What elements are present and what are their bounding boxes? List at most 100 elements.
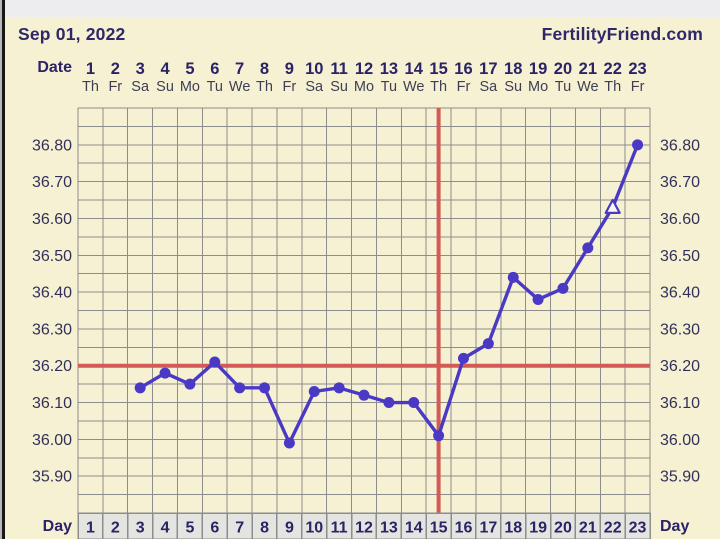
day-cell-number[interactable]: 6: [210, 520, 219, 537]
day-cell[interactable]: [325, 512, 353, 539]
data-point[interactable]: [482, 338, 494, 350]
data-point[interactable]: [209, 356, 221, 368]
day-cell[interactable]: [500, 512, 527, 539]
weekday-label: Mo: [354, 79, 374, 95]
day-cell-number[interactable]: 4: [161, 520, 170, 537]
data-point[interactable]: [358, 389, 370, 401]
day-cell-number[interactable]: 12: [355, 520, 373, 537]
brand-link[interactable]: FertilityFriend.com: [541, 24, 703, 44]
date-number: 14: [405, 60, 424, 78]
data-point[interactable]: [308, 386, 320, 397]
day-cell-number[interactable]: 3: [136, 520, 145, 537]
open-triangle-marker[interactable]: [604, 198, 621, 215]
y-axis-label-right: 36.40: [660, 285, 700, 302]
weekday-label: Th: [256, 79, 273, 95]
day-cell-number[interactable]: 7: [235, 520, 244, 537]
day-cell-number[interactable]: 17: [479, 520, 497, 537]
date-number: 22: [604, 60, 622, 78]
day-cell-number[interactable]: 8: [260, 520, 269, 537]
left-edge: [0, 0, 2, 539]
weekday-label: Th: [604, 79, 621, 95]
weekday-label: Su: [156, 79, 174, 95]
day-cell[interactable]: [151, 512, 179, 539]
data-point[interactable]: [532, 293, 544, 305]
date-number: 6: [210, 60, 219, 78]
data-point[interactable]: [134, 382, 146, 394]
weekday-label: Mo: [528, 79, 548, 95]
day-cell-number[interactable]: 13: [380, 520, 398, 537]
data-point[interactable]: [234, 382, 246, 394]
date-number: 21: [579, 60, 597, 78]
window-top-strip: [0, 0, 720, 17]
y-axis-label-left: 36.50: [32, 248, 72, 265]
data-point[interactable]: [333, 382, 345, 394]
date-number: 7: [235, 60, 244, 78]
day-cell-number[interactable]: 18: [504, 520, 522, 537]
day-cell[interactable]: [624, 512, 651, 539]
day-cell-number[interactable]: 5: [185, 520, 194, 537]
date-number: 16: [454, 60, 472, 78]
weekday-label: Su: [504, 79, 522, 95]
data-point[interactable]: [632, 139, 644, 151]
day-cell-number[interactable]: 16: [455, 520, 473, 537]
y-axis-label-left: 36.00: [32, 432, 72, 449]
weekday-label: Su: [330, 79, 348, 95]
date-number: 15: [429, 60, 447, 78]
data-point[interactable]: [283, 437, 295, 449]
weekday-label: We: [403, 79, 425, 95]
date-number: 11: [330, 60, 347, 78]
day-cell-number[interactable]: 15: [430, 520, 448, 537]
data-point[interactable]: [259, 382, 271, 394]
day-cell-number[interactable]: 2: [111, 520, 120, 537]
day-cell-number[interactable]: 11: [331, 520, 348, 537]
y-axis-label-left: 35.90: [32, 469, 72, 486]
day-cell-number[interactable]: 23: [629, 520, 647, 537]
day-cell[interactable]: [350, 512, 378, 539]
weekday-label: Th: [82, 79, 99, 95]
day-cell-number[interactable]: 22: [604, 520, 622, 537]
data-point[interactable]: [433, 430, 445, 442]
weekday-label: Th: [430, 79, 447, 95]
date-number: 3: [136, 60, 145, 78]
y-axis-label-right: 36.00: [660, 432, 700, 449]
weekday-label: Fr: [457, 79, 471, 95]
data-point[interactable]: [408, 397, 420, 409]
day-cell[interactable]: [425, 512, 452, 539]
y-axis-label-right: 36.60: [660, 211, 700, 228]
date-number: 5: [185, 60, 194, 78]
day-cell[interactable]: [450, 512, 477, 539]
data-point[interactable]: [159, 367, 171, 379]
weekday-label: Fr: [631, 79, 645, 95]
data-point[interactable]: [383, 397, 395, 409]
weekday-label: Sa: [305, 79, 324, 95]
y-axis-label-left: 36.80: [32, 137, 72, 154]
date-number: 17: [479, 60, 497, 78]
date-number: 10: [305, 60, 323, 78]
day-cell-number[interactable]: 21: [579, 520, 597, 537]
day-axis-label-left: Day: [42, 518, 72, 535]
date-number: 20: [554, 60, 572, 78]
day-cell-number[interactable]: 19: [529, 520, 547, 537]
data-point[interactable]: [557, 282, 569, 294]
date-number: 12: [355, 60, 373, 78]
day-cell-number[interactable]: 10: [305, 520, 323, 537]
day-cell-number[interactable]: 20: [554, 520, 572, 537]
day-cell-number[interactable]: 1: [86, 520, 95, 537]
chart-start-date: Sep 01, 2022: [18, 24, 126, 44]
date-number: 8: [260, 60, 269, 78]
data-point[interactable]: [184, 378, 196, 390]
day-cell-number[interactable]: 14: [405, 520, 423, 537]
weekday-label: Tu: [207, 79, 223, 95]
day-cell[interactable]: [226, 512, 253, 539]
grid-lines: [77, 107, 651, 514]
data-point[interactable]: [507, 271, 519, 283]
weekday-label: Fr: [283, 79, 297, 95]
y-axis-label-left: 36.60: [32, 211, 72, 228]
day-cell-number[interactable]: 9: [285, 520, 294, 537]
day-cell[interactable]: [301, 512, 328, 539]
day-cell[interactable]: [77, 512, 104, 539]
data-point[interactable]: [457, 352, 469, 364]
y-axis-label-right: 35.90: [660, 469, 700, 486]
data-point[interactable]: [582, 242, 594, 254]
